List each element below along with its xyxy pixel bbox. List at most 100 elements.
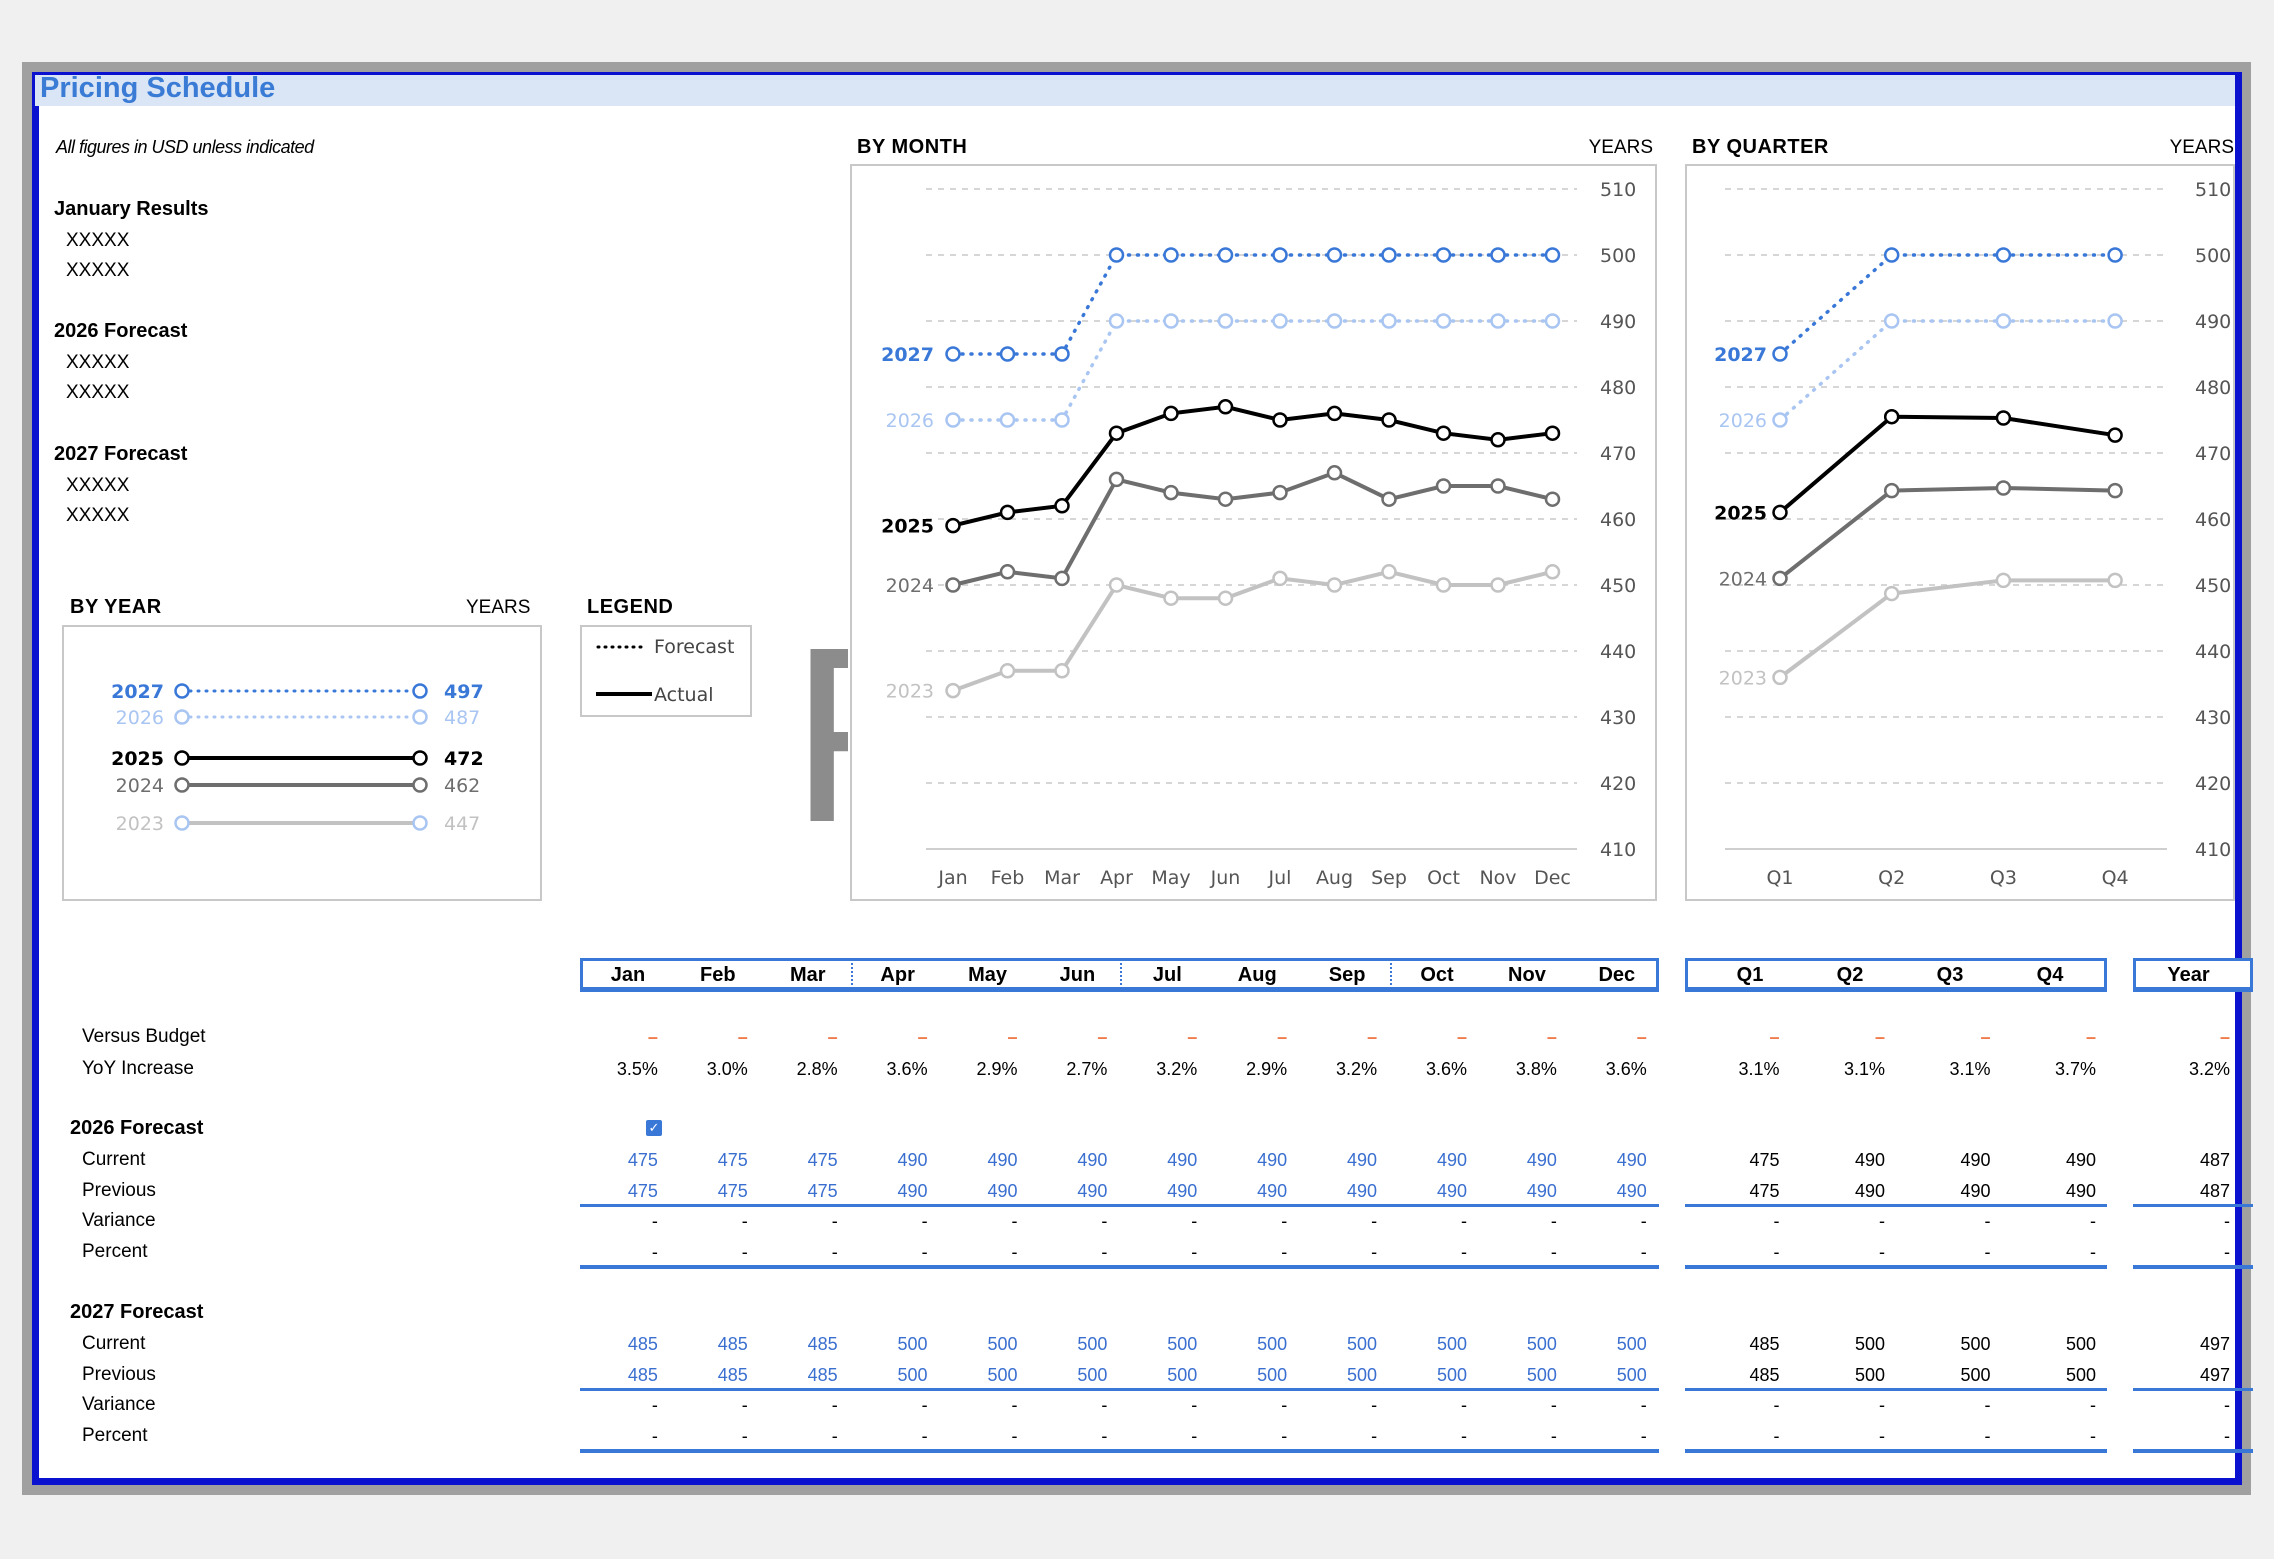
quarterly-cell: 485 bbox=[1749, 1334, 1780, 1354]
row-label: Previous bbox=[82, 1180, 156, 1201]
series-label-2023: 2023 bbox=[1719, 667, 1767, 689]
monthly-cell: - bbox=[1191, 1242, 1198, 1262]
monthly-cell: 500 bbox=[1526, 1365, 1557, 1385]
series-line-2026 bbox=[951, 319, 1555, 422]
table-rule bbox=[2133, 1449, 2253, 1453]
data-point-2026 bbox=[1435, 313, 1452, 329]
month-header: Sep bbox=[1328, 964, 1366, 986]
year-cell: - bbox=[2224, 1395, 2230, 1415]
by-year-value: 462 bbox=[444, 775, 480, 797]
monthly-cell: - bbox=[1371, 1426, 1378, 1446]
table-rule bbox=[1685, 1265, 2107, 1269]
y-tick-label: 460 bbox=[2195, 509, 2231, 531]
monthly-cell: - bbox=[741, 1395, 748, 1415]
y-tick-label: 450 bbox=[1600, 575, 1636, 597]
monthly-cell: - bbox=[1011, 1426, 1018, 1446]
series-line-2024 bbox=[1778, 485, 2118, 581]
monthly-cell: 500 bbox=[1616, 1365, 1647, 1385]
monthly-cell: 490 bbox=[897, 1181, 928, 1201]
monthly-cell: - bbox=[1281, 1242, 1288, 1262]
data-point-2023 bbox=[1544, 564, 1561, 580]
monthly-cell: 500 bbox=[1526, 1334, 1557, 1354]
data-point-2025 bbox=[1883, 408, 1900, 425]
y-tick-label: 430 bbox=[2195, 707, 2231, 729]
monthly-cell: 475 bbox=[717, 1181, 748, 1201]
data-point-2025 bbox=[1381, 412, 1397, 428]
data-point-2025 bbox=[1326, 405, 1343, 422]
monthly-cell: - bbox=[1460, 1426, 1467, 1446]
monthly-cell: - bbox=[1550, 1426, 1557, 1446]
by-year-units: YEARS bbox=[466, 597, 531, 618]
monthly-cell: 500 bbox=[1167, 1365, 1198, 1385]
x-tick-label: Q3 bbox=[1990, 867, 2017, 889]
data-point-2024 bbox=[1163, 484, 1179, 501]
monthly-cell: 2.7% bbox=[1066, 1059, 1108, 1079]
monthly-cell: 490 bbox=[1526, 1181, 1557, 1201]
series-label-2026: 2026 bbox=[1719, 410, 1767, 432]
data-point-2026 bbox=[1054, 412, 1070, 428]
quarter-header: Q4 bbox=[2036, 964, 2064, 986]
y-tick-label: 480 bbox=[1600, 377, 1636, 399]
monthly-cell: 485 bbox=[627, 1334, 658, 1354]
monthly-cell: - bbox=[1640, 1211, 1647, 1231]
data-point-2025 bbox=[1995, 410, 2012, 426]
monthly-cell: 3.2% bbox=[1156, 1059, 1198, 1079]
monthly-cell: 490 bbox=[1077, 1181, 1108, 1201]
monthly-cell: - bbox=[651, 1211, 658, 1231]
monthly-cell: – bbox=[1187, 1027, 1198, 1047]
monthly-cell: - bbox=[741, 1242, 748, 1262]
monthly-cell: 500 bbox=[1077, 1365, 1108, 1385]
monthly-cell: - bbox=[1101, 1242, 1108, 1262]
monthly-cell: – bbox=[1546, 1027, 1557, 1047]
data-point-2026 bbox=[1490, 313, 1506, 329]
by-year-label: 2026 bbox=[116, 707, 164, 729]
data-point bbox=[174, 815, 190, 831]
monthly-cell: 3.0% bbox=[706, 1059, 748, 1079]
data-point bbox=[412, 683, 428, 699]
x-tick-label: Q4 bbox=[2102, 867, 2129, 889]
monthly-cell: 490 bbox=[987, 1150, 1018, 1170]
row-label: Variance bbox=[82, 1394, 156, 1415]
by-quarter-chart: 510 500 490 480 470 460 450 440 430 420 410 Q1 Q2 Q3 Q… bbox=[1685, 164, 2235, 901]
monthly-cell: 2.9% bbox=[976, 1059, 1018, 1079]
data-point-2027 bbox=[1435, 247, 1452, 263]
data-point-2023 bbox=[1272, 570, 1288, 587]
summary-line: XXXXX bbox=[66, 230, 130, 251]
quarterly-cell: 490 bbox=[1960, 1150, 1991, 1170]
monthly-cell: 500 bbox=[1347, 1334, 1378, 1354]
year-cell: – bbox=[2219, 1027, 2230, 1047]
data-point-2025 bbox=[1435, 425, 1452, 441]
data-point-2026 bbox=[1772, 412, 1788, 428]
data-point-2026 bbox=[1883, 313, 1900, 329]
monthly-cell: 500 bbox=[1257, 1365, 1288, 1385]
monthly-cell: 490 bbox=[1257, 1181, 1288, 1201]
data-point-2025 bbox=[1544, 425, 1561, 441]
by-year-label: 2024 bbox=[116, 775, 164, 797]
monthly-cell: - bbox=[1011, 1395, 1018, 1415]
summary-line: XXXXX bbox=[66, 505, 130, 526]
data-point bbox=[174, 777, 190, 793]
quarter-header: Q2 bbox=[1836, 964, 1864, 986]
page-title: Pricing Schedule bbox=[40, 72, 276, 104]
data-point-2023 bbox=[1108, 577, 1125, 593]
monthly-cell: 500 bbox=[987, 1334, 1018, 1354]
by-quarter-title: BY QUARTER bbox=[1692, 136, 1829, 158]
forecast-2026-checkbox[interactable]: ✓ bbox=[646, 1120, 662, 1136]
data-point-2024 bbox=[1995, 480, 2012, 496]
monthly-cell: 490 bbox=[1167, 1150, 1198, 1170]
data-point-2027 bbox=[945, 346, 961, 362]
month-header: Aug bbox=[1237, 964, 1277, 986]
quarterly-cell: - bbox=[1879, 1426, 1885, 1446]
quarterly-cell: - bbox=[1773, 1211, 1780, 1231]
monthly-cell: – bbox=[827, 1027, 838, 1047]
x-tick-label: Dec bbox=[1534, 867, 1571, 889]
x-tick-label: Jan bbox=[937, 867, 967, 889]
quarter-separator bbox=[1390, 963, 1393, 989]
table-rule bbox=[580, 1449, 1659, 1453]
data-point-2026 bbox=[1217, 313, 1234, 329]
data-point-2024 bbox=[2107, 482, 2123, 499]
monthly-cell: - bbox=[921, 1242, 928, 1262]
data-point-2023 bbox=[999, 663, 1016, 679]
series-label-2026: 2026 bbox=[886, 410, 934, 432]
quarterly-cell: – bbox=[1980, 1027, 1991, 1047]
